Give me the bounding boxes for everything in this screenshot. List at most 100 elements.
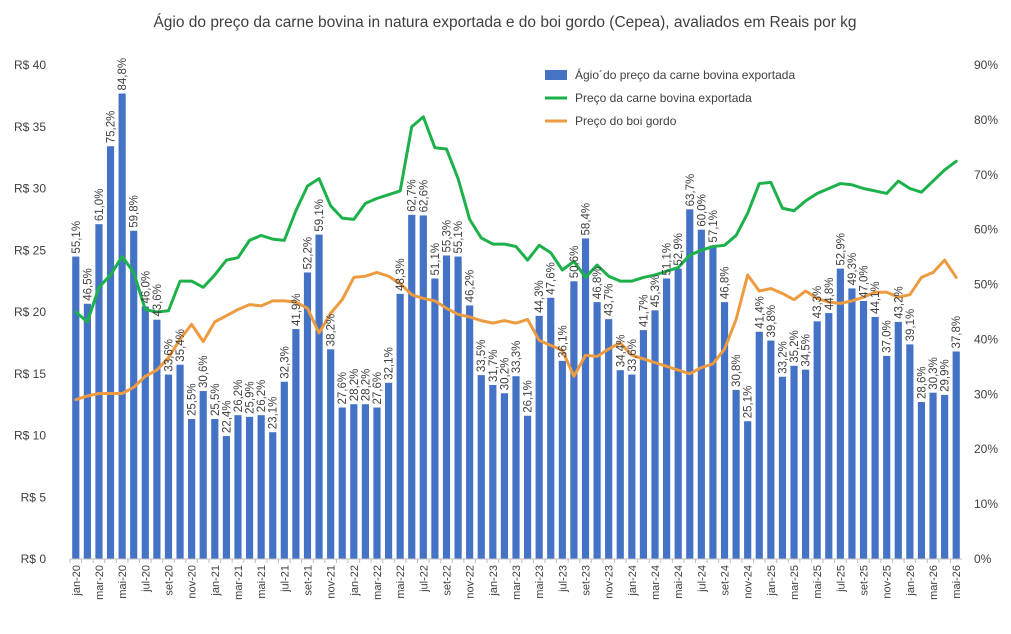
y-left-tick-label: R$ 20 [14, 305, 46, 319]
legend-label-carne: Preço da carne bovina exportada [575, 91, 752, 105]
y-right-tick-label: 20% [974, 442, 998, 456]
bar [373, 407, 381, 559]
y-right-tick-label: 40% [974, 332, 998, 346]
data-label: 41,9% [291, 293, 303, 326]
data-label: 26,2% [256, 380, 268, 413]
x-tick-label: set-22 [441, 565, 453, 596]
data-label: 46,5% [82, 268, 94, 301]
x-tick-label: jan-26 [905, 565, 917, 597]
x-tick-label: jan-21 [210, 565, 222, 597]
data-label: 30,6% [198, 355, 210, 388]
bar [825, 313, 833, 559]
data-label: 28,2% [360, 369, 372, 402]
bar [686, 209, 694, 560]
data-label: 28,6% [916, 366, 928, 399]
x-tick-label: jan-20 [71, 565, 83, 597]
legend-label-boi: Preço do boi gordo [575, 114, 677, 128]
bar [523, 415, 532, 559]
data-label: 84,8% [117, 58, 129, 91]
bar [778, 376, 787, 559]
y-right-tick-label: 60% [974, 223, 998, 237]
data-label: 34,4% [615, 335, 627, 368]
x-tick-label: mar-25 [789, 565, 801, 600]
data-label: 62,7% [407, 179, 419, 212]
legend-swatch-agio [545, 70, 567, 80]
bar [280, 381, 288, 559]
data-label: 27,6% [372, 372, 384, 405]
y-left-tick-label: R$ 30 [14, 182, 46, 196]
y-left-tick-label: R$ 15 [14, 367, 46, 381]
bar [859, 301, 868, 559]
bar [83, 303, 91, 559]
x-tick-label: set-21 [302, 565, 314, 596]
data-label: 61,0% [94, 189, 106, 222]
bar [118, 93, 126, 559]
data-label: 44,3% [534, 280, 546, 313]
bar [535, 315, 543, 559]
data-label: 43,3% [812, 286, 824, 319]
data-label: 41,4% [754, 296, 766, 329]
data-label: 25,1% [743, 386, 755, 419]
data-label: 43,6% [152, 284, 164, 317]
bar [674, 268, 682, 559]
data-label: 55,1% [71, 221, 83, 254]
bar [628, 374, 636, 559]
bar [454, 256, 462, 559]
data-label: 75,2% [106, 111, 118, 144]
bar [338, 407, 346, 559]
data-label: 27,6% [337, 372, 349, 405]
bar [906, 344, 914, 559]
data-label: 35,4% [175, 329, 187, 362]
bar [512, 376, 520, 559]
data-label: 31,7% [488, 349, 500, 382]
data-label: 30,2% [499, 358, 511, 391]
data-label: 46,2% [465, 270, 477, 303]
bar [234, 415, 242, 559]
x-tick-label: jan-25 [766, 565, 778, 597]
x-tick-label: mai-21 [256, 565, 268, 599]
bar [802, 369, 810, 559]
bar [894, 321, 902, 559]
y-right-tick-label: 10% [974, 497, 998, 511]
data-label: 47,0% [859, 265, 871, 298]
x-axis: jan-20 mar-20 mai-20 jul-20 set-20 nov-20 jan-… [69, 558, 963, 600]
y-axis-left: R$ 0 R$ 5 R$ 10 R$ 15 R$ 20 R$ 25 R$ 30 R$ 35 R$… [14, 58, 46, 566]
x-tick-label: mar-22 [372, 565, 384, 600]
x-tick-label: jul-22 [418, 565, 430, 593]
y-right-tick-label: 0% [974, 552, 992, 566]
data-label: 51,1% [662, 243, 674, 276]
data-label: 58,4% [581, 203, 593, 236]
bar [836, 268, 844, 559]
bar [952, 351, 960, 559]
bar [651, 310, 659, 559]
x-tick-label: nov-22 [465, 565, 477, 599]
data-label: 47,6% [546, 262, 558, 295]
data-label: 59,1% [314, 199, 326, 232]
y-right-tick-label: 90% [974, 58, 998, 72]
data-label: 33,2% [777, 341, 789, 374]
data-label: 34,5% [801, 334, 813, 367]
x-tick-label: nov-23 [604, 565, 616, 599]
bar [442, 255, 451, 559]
bar [188, 419, 196, 559]
bar [813, 321, 821, 559]
bar [269, 432, 277, 559]
bar [558, 360, 566, 559]
bar [489, 385, 497, 559]
x-tick-label: nov-24 [743, 565, 755, 599]
bar [616, 370, 624, 559]
x-tick-label: jan-22 [349, 565, 361, 597]
data-label: 30,3% [928, 357, 940, 390]
bar [292, 329, 300, 559]
bar [130, 230, 138, 559]
bar [164, 374, 173, 559]
bar [755, 331, 763, 559]
x-tick-label: nov-20 [187, 565, 199, 599]
bar [141, 306, 149, 559]
data-label: 30,8% [731, 354, 743, 387]
bar [327, 349, 335, 559]
x-tick-label: set-24 [720, 565, 732, 596]
bar [917, 402, 926, 559]
x-tick-label: set-25 [859, 565, 871, 596]
